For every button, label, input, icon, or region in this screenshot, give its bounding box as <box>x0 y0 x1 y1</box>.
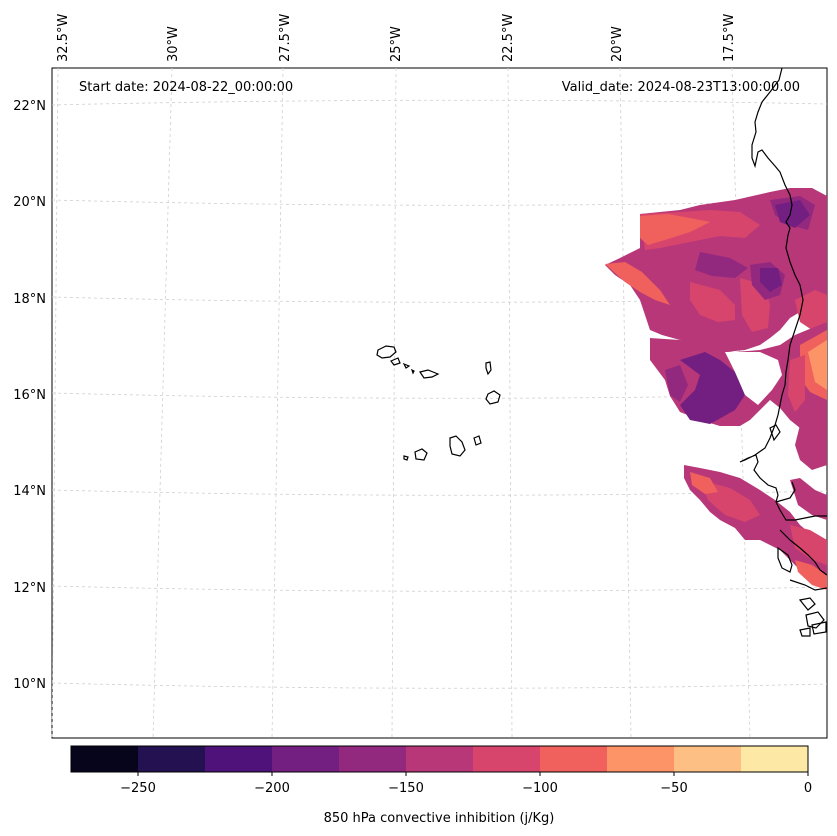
lat-label: 14°N <box>13 484 46 499</box>
gridlines <box>51 67 828 739</box>
cin-contour-fill <box>605 188 827 590</box>
longitude-labels: 32.5°W 30°W 27.5°W 25°W 22.5°W 20°W 17.5… <box>56 14 737 62</box>
lon-label: 20°W <box>610 26 625 62</box>
colorbar-cell <box>406 746 474 772</box>
colorbar-cell <box>473 746 541 772</box>
colorbar-cells <box>71 746 809 772</box>
valid-date-label: Valid_date: 2024-08-23T13:00:00.00 <box>562 80 800 95</box>
colorbar-cell <box>272 746 340 772</box>
colorbar: −250 −200 −150 −100 −50 0 850 hPa convective … <box>70 745 812 826</box>
colorbar-cell <box>540 746 608 772</box>
lat-label: 22°N <box>13 99 46 114</box>
colorbar-tick-label: −200 <box>254 781 290 796</box>
lat-label: 18°N <box>13 292 46 307</box>
colorbar-cell <box>741 746 809 772</box>
lon-label: 25°W <box>389 26 404 62</box>
coastlines <box>376 67 828 637</box>
lon-label: 17.5°W <box>722 14 737 62</box>
lon-label: 27.5°W <box>278 14 293 62</box>
colorbar-cell <box>607 746 675 772</box>
colorbar-tick-label: −250 <box>120 781 156 796</box>
colorbar-title: 850 hPa convective inhibition (j/Kg) <box>324 811 555 826</box>
colorbar-cell <box>138 746 206 772</box>
colorbar-ticks: −250 −200 −150 −100 −50 0 <box>120 772 812 796</box>
colorbar-cell <box>339 746 407 772</box>
colorbar-cell <box>71 746 139 772</box>
colorbar-cell <box>205 746 273 772</box>
lat-label: 10°N <box>13 677 46 692</box>
colorbar-tick-label: −100 <box>522 781 558 796</box>
colorbar-tick-label: 0 <box>804 781 812 796</box>
lon-label: 32.5°W <box>56 14 71 62</box>
colorbar-cell <box>674 746 742 772</box>
colorbar-tick-label: −50 <box>660 781 687 796</box>
lat-label: 12°N <box>13 581 46 596</box>
colorbar-tick-label: −150 <box>388 781 424 796</box>
colorbar-outline <box>70 745 809 773</box>
start-date-label: Start date: 2024-08-22_00:00:00 <box>79 80 293 95</box>
lon-label: 30°W <box>166 26 181 62</box>
lat-label: 16°N <box>13 388 46 403</box>
latitude-labels: 22°N 20°N 18°N 16°N 14°N 12°N 10°N <box>13 99 46 692</box>
lon-label: 22.5°W <box>501 14 516 62</box>
lat-label: 20°N <box>13 195 46 210</box>
